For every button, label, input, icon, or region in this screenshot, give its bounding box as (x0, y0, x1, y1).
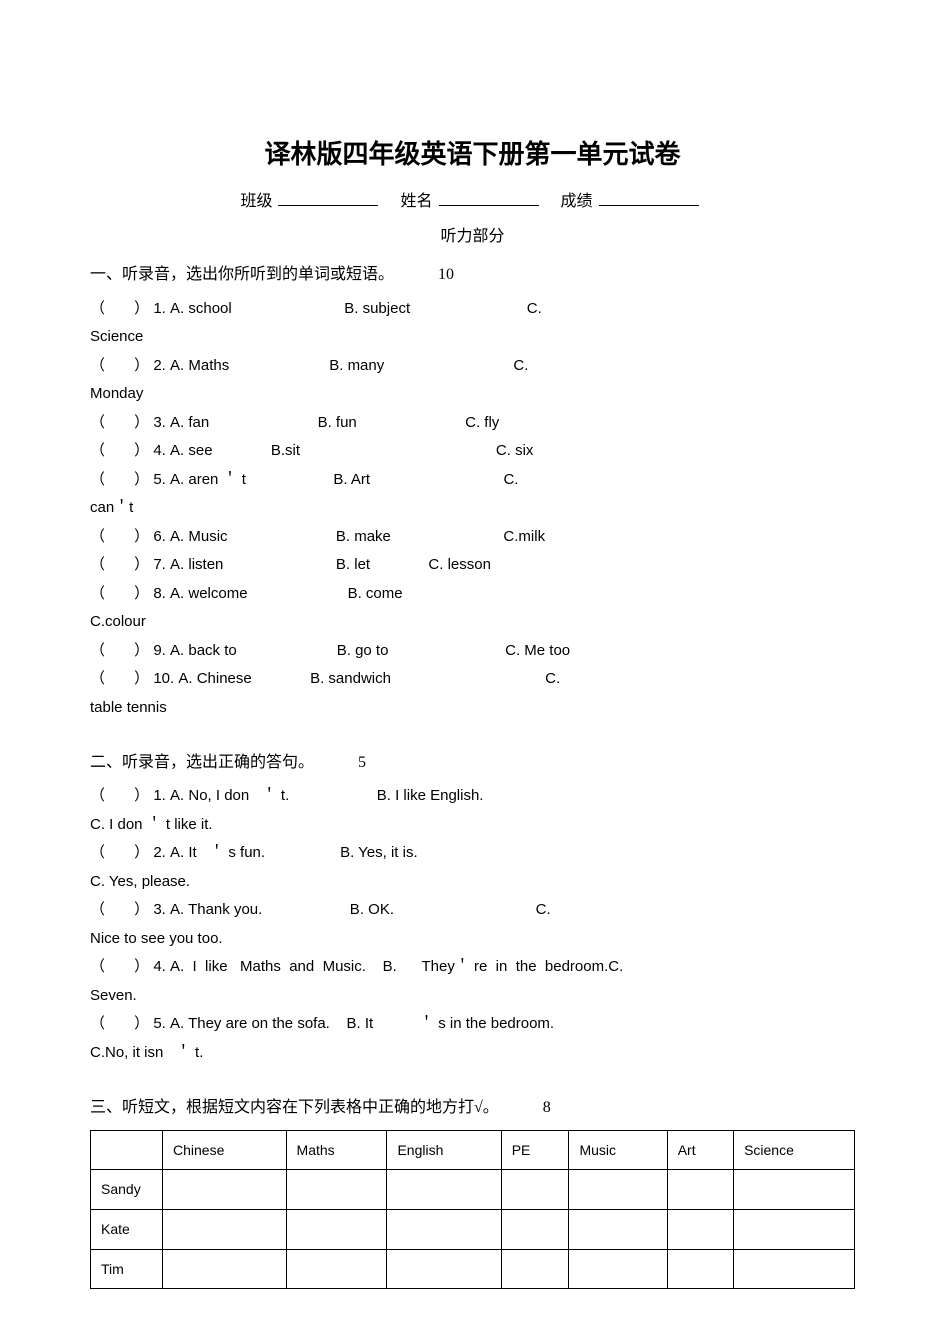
table-cell[interactable] (734, 1210, 855, 1250)
section1-heading: 一、听录音，选出你所听到的单词或短语。 10 (90, 260, 855, 290)
list-item: （ ） 4. A. see B.sit C. six (90, 437, 855, 466)
name-label: 姓名 (400, 193, 432, 210)
table-header-cell (91, 1130, 163, 1170)
table-cell[interactable] (387, 1170, 501, 1210)
table-row-label: Kate (91, 1210, 163, 1250)
list-item-overflow: Monday (90, 380, 855, 409)
list-item-overflow: table tennis (90, 694, 855, 723)
list-item: （ ） 2. A. It ＇ s fun. B. Yes, it is. (90, 839, 855, 868)
score-label: 成绩 (561, 193, 593, 210)
table-cell[interactable] (286, 1249, 387, 1289)
table-row: Tim (91, 1249, 855, 1289)
list-item-overflow: Seven. (90, 982, 855, 1011)
table-row: Kate (91, 1210, 855, 1250)
table-cell[interactable] (163, 1210, 287, 1250)
list-item: （ ） 8. A. welcome B. come (90, 580, 855, 609)
table-cell[interactable] (387, 1210, 501, 1250)
table-header-cell: PE (501, 1130, 569, 1170)
class-blank[interactable] (278, 190, 378, 206)
table-cell[interactable] (667, 1210, 733, 1250)
list-item: （ ） 7. A. listen B. let C. lesson (90, 551, 855, 580)
table-cell[interactable] (387, 1249, 501, 1289)
table-row-label: Tim (91, 1249, 163, 1289)
table-header-cell: English (387, 1130, 501, 1170)
table-cell[interactable] (734, 1249, 855, 1289)
list-item: （ ） 10. A. Chinese B. sandwich C. (90, 665, 855, 694)
table-cell[interactable] (501, 1249, 569, 1289)
table-cell[interactable] (163, 1249, 287, 1289)
list-item: （ ） 3. A. Thank you. B. OK. C. (90, 896, 855, 925)
table-cell[interactable] (286, 1210, 387, 1250)
page-title: 译林版四年级英语下册第一单元试卷 (90, 130, 855, 179)
score-blank[interactable] (599, 190, 699, 206)
list-item: （ ） 4. A. I like Maths and Music. B. The… (90, 953, 855, 982)
table-cell[interactable] (569, 1210, 667, 1250)
section3-title: 三、听短文，根据短文内容在下列表格中正确的地方打√。 (90, 1099, 499, 1116)
list-item-overflow: C. I don ＇ t like it. (90, 811, 855, 840)
table-cell[interactable] (734, 1170, 855, 1210)
table-cell[interactable] (286, 1170, 387, 1210)
section2-title: 二、听录音，选出正确的答句。 (90, 754, 314, 771)
table-cell[interactable] (501, 1210, 569, 1250)
class-label: 班级 (240, 193, 272, 210)
table-cell[interactable] (667, 1170, 733, 1210)
section2-points: 5 (358, 754, 366, 771)
section1-title: 一、听录音，选出你所听到的单词或短语。 (90, 266, 394, 283)
section3-table: ChineseMathsEnglishPEMusicArtScience Sand… (90, 1130, 855, 1289)
table-cell[interactable] (667, 1249, 733, 1289)
list-item: （ ） 9. A. back to B. go to C. Me too (90, 637, 855, 666)
table-header-cell: Science (734, 1130, 855, 1170)
list-item: （ ） 5. A. aren ＇ t B. Art C. (90, 466, 855, 495)
list-item: （ ） 6. A. Music B. make C.milk (90, 523, 855, 552)
header-fields: 班级 姓名 成绩 (90, 187, 855, 217)
list-item-overflow: Science (90, 323, 855, 352)
table-header-cell: Chinese (163, 1130, 287, 1170)
list-item: （ ） 3. A. fan B. fun C. fly (90, 409, 855, 438)
list-item-overflow: C.No, it isn ＇ t. (90, 1039, 855, 1068)
section3-heading: 三、听短文，根据短文内容在下列表格中正确的地方打√。 8 (90, 1093, 855, 1123)
list-item: （ ） 1. A. school B. subject C. (90, 295, 855, 324)
list-item: （ ） 1. A. No, I don ＇ t. B. I like Engli… (90, 782, 855, 811)
list-item-overflow: C.colour (90, 608, 855, 637)
table-cell[interactable] (569, 1170, 667, 1210)
list-item-overflow: Nice to see you too. (90, 925, 855, 954)
table-cell[interactable] (569, 1249, 667, 1289)
section1-points: 10 (438, 266, 454, 283)
list-item-overflow: C. Yes, please. (90, 868, 855, 897)
table-row-label: Sandy (91, 1170, 163, 1210)
table-cell[interactable] (501, 1170, 569, 1210)
name-blank[interactable] (439, 190, 539, 206)
section2-body: （ ） 1. A. No, I don ＇ t. B. I like Engli… (90, 782, 855, 1067)
list-item: （ ） 5. A. They are on the sofa. B. It ＇ … (90, 1010, 855, 1039)
listening-heading: 听力部分 (90, 222, 855, 252)
table-row: Sandy (91, 1170, 855, 1210)
table-cell[interactable] (163, 1170, 287, 1210)
table-header-cell: Art (667, 1130, 733, 1170)
table-header-cell: Music (569, 1130, 667, 1170)
section1-body: （ ） 1. A. school B. subject C.Science（ ）… (90, 295, 855, 723)
table-header-cell: Maths (286, 1130, 387, 1170)
section3-points: 8 (543, 1099, 551, 1116)
section2-heading: 二、听录音，选出正确的答句。 5 (90, 748, 855, 778)
list-item-overflow: can＇t (90, 494, 855, 523)
list-item: （ ） 2. A. Maths B. many C. (90, 352, 855, 381)
